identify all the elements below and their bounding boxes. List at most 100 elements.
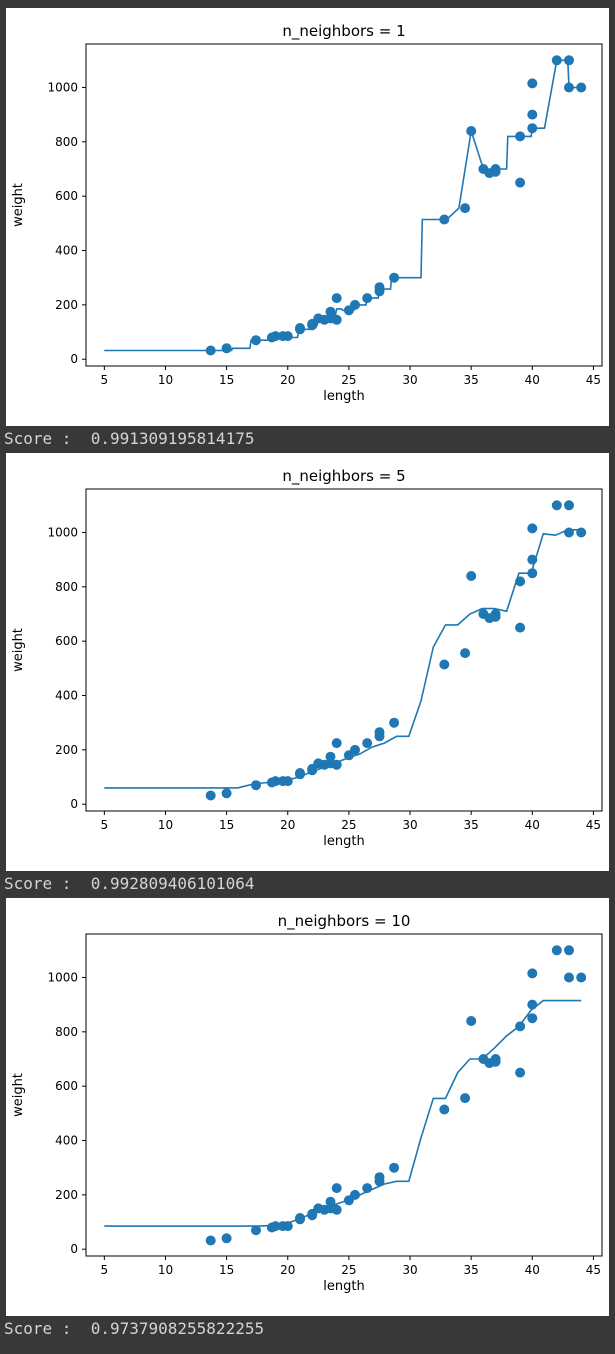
x-tick-label: 25 (341, 373, 356, 387)
scatter-point (362, 738, 373, 749)
y-tick-label: 1000 (47, 525, 78, 539)
scatter-point (576, 527, 587, 538)
y-tick-label: 200 (55, 743, 78, 757)
scatter-point (331, 293, 342, 304)
scatter-point (564, 82, 574, 93)
x-tick-label: 5 (101, 818, 109, 832)
y-tick-label: 600 (55, 1079, 78, 1093)
score-value: 0.992809406101064 (90, 874, 255, 893)
y-axis-label: weight (11, 1073, 26, 1117)
chart-title: n_neighbors = 1 (282, 22, 405, 41)
scatter-point (466, 126, 477, 136)
y-axis-label: weight (11, 628, 26, 672)
score-output: Score : 0.992809406101064 (4, 873, 254, 895)
scatter-point (466, 571, 477, 581)
x-tick-label: 5 (101, 373, 109, 387)
score-output: Score : 0.991309195814175 (4, 428, 254, 450)
x-tick-label: 35 (464, 1263, 479, 1277)
y-tick-label: 0 (70, 1242, 78, 1256)
score-output: Score : 0.9737908255822255 (4, 1318, 264, 1340)
scatter-point (331, 759, 342, 770)
score-value: 0.991309195814175 (90, 429, 255, 448)
x-tick-label: 45 (586, 1263, 601, 1277)
x-tick-label: 15 (219, 818, 234, 832)
scatter-point (576, 972, 587, 983)
scatter-point (439, 1104, 450, 1115)
scatter-point (221, 343, 232, 354)
scatter-point (527, 123, 538, 134)
scatter-point (205, 790, 216, 801)
x-tick-label: 10 (158, 1263, 173, 1277)
scatter-point (515, 1067, 526, 1078)
scatter-point (221, 788, 232, 799)
scatter-point (515, 576, 526, 587)
scatter-point (205, 345, 216, 356)
scatter-point (564, 500, 574, 511)
y-tick-label: 800 (55, 135, 78, 149)
x-axis-label: length (323, 389, 364, 404)
y-tick-label: 800 (55, 1025, 78, 1039)
scatter-point (350, 744, 360, 755)
chart-title: n_neighbors = 5 (282, 467, 405, 486)
chart-title: n_neighbors = 10 (278, 912, 411, 931)
y-tick-label: 600 (55, 634, 78, 648)
scatter-point (439, 659, 450, 670)
scatter-point (374, 1172, 385, 1183)
x-axis-label: length (323, 834, 364, 849)
scatter-point (564, 55, 574, 66)
x-tick-label: 35 (464, 373, 479, 387)
scatter-point (460, 648, 471, 659)
y-tick-label: 400 (55, 689, 78, 703)
scatter-point (490, 166, 501, 177)
score-prefix: Score : (4, 429, 72, 448)
scatter-point (251, 1225, 261, 1236)
y-tick-label: 1000 (47, 970, 78, 984)
scatter-point (527, 968, 538, 979)
scatter-point (490, 611, 501, 622)
prediction-line (104, 59, 582, 352)
x-tick-label: 30 (402, 1263, 417, 1277)
x-tick-label: 15 (219, 373, 234, 387)
scatter-point (527, 523, 538, 534)
x-tick-label: 45 (586, 373, 601, 387)
scatter-point (389, 272, 400, 283)
scatter-point (295, 768, 305, 778)
prediction-line (104, 999, 582, 1227)
chart-panel-3: n_neighbors = 10 5 10 15 20 25 30 35 40 45 0 200 400… (6, 898, 609, 1316)
scatter-point (325, 1196, 336, 1207)
scatter-point (374, 727, 385, 738)
scatter-point (564, 527, 574, 538)
scatter-point (515, 622, 526, 633)
x-tick-label: 30 (402, 373, 417, 387)
y-tick-label: 400 (55, 1134, 78, 1148)
scatter-point (270, 331, 281, 342)
scatter-point (389, 717, 400, 728)
scatter-point (527, 999, 538, 1010)
y-tick-label: 800 (55, 580, 78, 594)
scatter-point (362, 293, 373, 304)
score-prefix: Score : (4, 874, 72, 893)
scatter-point (295, 1213, 305, 1223)
y-tick-label: 200 (55, 298, 78, 312)
scatter-point (282, 1221, 293, 1232)
scatter-point (331, 738, 342, 749)
scatter-point (551, 500, 562, 511)
prediction-line (104, 529, 582, 789)
scatter-point (551, 55, 562, 66)
x-tick-label: 10 (158, 818, 173, 832)
chart-panel-2: n_neighbors = 5 5 10 15 20 25 30 35 40 45 0 200 400 6… (6, 453, 609, 871)
scatter-point (460, 203, 471, 214)
plot-frame (85, 43, 603, 367)
scatter-point (490, 1056, 501, 1067)
y-tick-label: 200 (55, 1188, 78, 1202)
plot-frame (85, 488, 603, 812)
chart-svg: n_neighbors = 10 5 10 15 20 25 30 35 40 45 0 200 400… (11, 912, 603, 1294)
scatter-point (325, 751, 336, 762)
scatter-point (551, 945, 562, 956)
chart-svg: n_neighbors = 5 5 10 15 20 25 30 35 40 45 0 200 400 6… (11, 467, 603, 849)
scatter-point (374, 282, 385, 293)
scatter-point (389, 1162, 400, 1173)
scatter-point (515, 177, 526, 188)
x-tick-label: 45 (586, 818, 601, 832)
x-tick-label: 40 (525, 373, 540, 387)
